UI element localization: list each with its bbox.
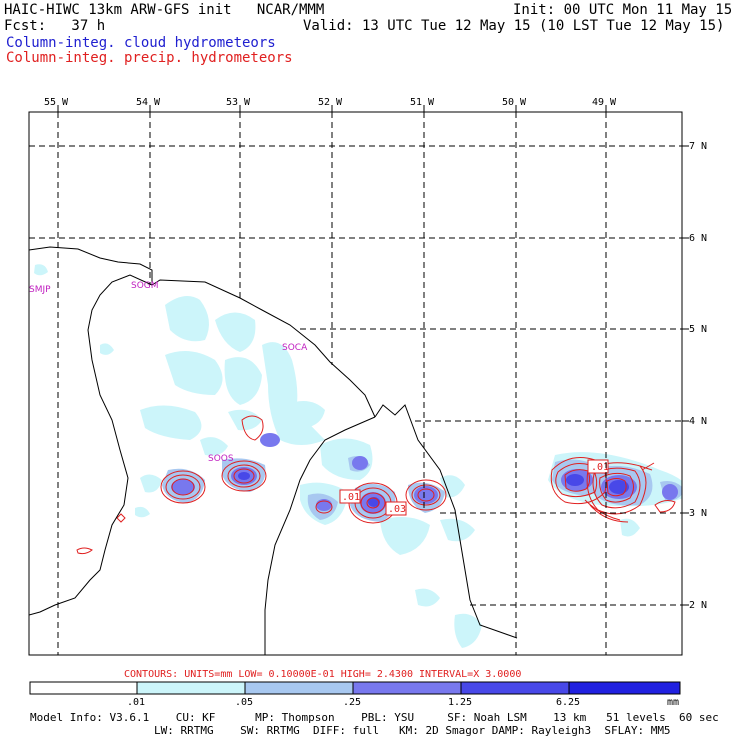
colorbar-bin	[244, 681, 354, 695]
plot-title: HAIC-HIWC 13km ARW-GFS init NCAR/MMM	[4, 2, 325, 18]
lon-label: 49 W	[592, 97, 617, 108]
station-labels: SMJP SOGM SOCA SOOS	[29, 281, 308, 464]
map-frame	[28, 111, 683, 656]
contour-label-box	[385, 501, 407, 516]
colorbar-tick: 1.25	[448, 697, 472, 708]
colorbar-tick: 6.25	[556, 697, 580, 708]
legend-cloud: Column-integ. cloud hydrometeors	[6, 35, 276, 51]
contour-label-group: .01 .01 .03	[339, 459, 609, 516]
lon-label: 52 W	[318, 97, 343, 108]
contour-label-box	[587, 459, 609, 474]
cloud-light-fill	[34, 264, 682, 648]
colorbar-ticks: .01 .05 .25 1.25 6.25 mm	[127, 697, 679, 708]
colorbar-bin	[136, 681, 246, 695]
station-label: SOOS	[208, 454, 234, 464]
colorbar-tick: .05	[235, 697, 253, 708]
valid-time: Valid: 13 UTC Tue 12 May 15 (10 LST Tue …	[303, 18, 725, 34]
lon-label: 51 W	[410, 97, 435, 108]
station-label: SOGM	[131, 281, 159, 291]
lat-label: 2 N	[689, 600, 707, 611]
contour-label-box	[339, 489, 361, 504]
lat-label: 7 N	[689, 141, 707, 152]
lon-label: 53 W	[226, 97, 251, 108]
coastlines	[29, 246, 518, 655]
colorbar-tick: .01	[127, 697, 145, 708]
station-label: SOCA	[282, 343, 308, 353]
contour-info: CONTOURS: UNITS=mm LOW= 0.10000E-01 HIGH…	[124, 669, 521, 680]
colorbar-tick: .25	[343, 697, 361, 708]
colorbar-units: mm	[667, 697, 679, 708]
station-label: SMJP	[29, 285, 51, 295]
lat-label: 3 N	[689, 508, 707, 519]
lon-label: 55 W	[44, 97, 69, 108]
colorbar-bin	[352, 681, 462, 695]
axis-ticks	[57, 105, 689, 606]
legend-precip: Column-integ. precip. hydrometeors	[6, 50, 293, 66]
lat-labels: 7 N 6 N 5 N 4 N 3 N 2 N	[689, 141, 707, 611]
model-info-line2: LW: RRTMG SW: RRTMG DIFF: full KM: 2D Sm…	[154, 724, 671, 737]
cloud-darker-fill	[238, 472, 629, 507]
lon-label: 54 W	[136, 97, 161, 108]
colorbar	[29, 681, 681, 695]
colorbar-bin	[568, 681, 681, 695]
colorbar-bin	[460, 681, 570, 695]
model-info-line1: Model Info: V3.6.1 CU: KF MP: Thompson P…	[30, 711, 719, 724]
contour-label: .03	[388, 504, 406, 515]
lat-label: 5 N	[689, 324, 707, 335]
init-time: Init: 00 UTC Mon 11 May 15	[513, 2, 733, 18]
colorbar-bin	[29, 681, 138, 695]
contour-label: .01	[591, 462, 609, 473]
forecast-hour: Fcst: 37 h	[4, 18, 106, 34]
hydrometeor-field: .01 .01 .03	[29, 112, 682, 655]
contour-label: .01	[342, 492, 360, 503]
lat-label: 6 N	[689, 233, 707, 244]
lon-label: 50 W	[502, 97, 527, 108]
lon-labels: 55 W 54 W 53 W 52 W 51 W 50 W 49 W	[44, 97, 617, 108]
lat-label: 4 N	[689, 416, 707, 427]
lat-lon-grid	[29, 112, 682, 655]
